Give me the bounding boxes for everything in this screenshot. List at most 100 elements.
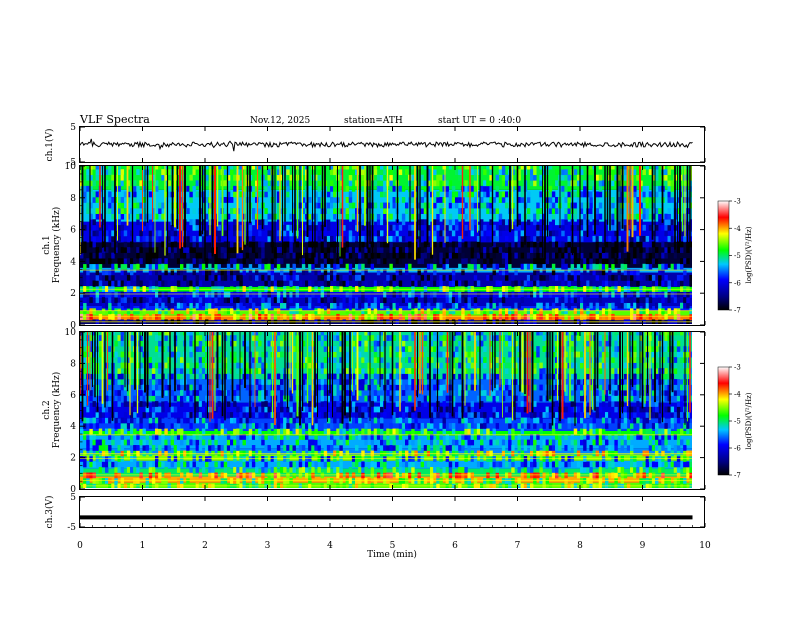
psd-cell (374, 478, 377, 484)
psd-cell (577, 280, 580, 286)
psd-cell (364, 429, 367, 435)
psd-cell (299, 308, 302, 314)
psd-cell (205, 319, 208, 325)
ch2-spectrogram (80, 330, 693, 490)
psd-cell (399, 423, 402, 429)
psd-cell (246, 346, 249, 352)
psd-cell (293, 292, 296, 298)
psd-cell (574, 253, 577, 259)
psd-cell (333, 191, 336, 197)
psd-cell (136, 275, 139, 281)
psd-cell (211, 275, 214, 281)
psd-cell (599, 264, 602, 270)
psd-cell (564, 275, 567, 281)
psd-cell (668, 308, 671, 314)
psd-cell (339, 467, 342, 473)
psd-cell (330, 258, 333, 264)
psd-cell (421, 292, 424, 298)
psd-cell (152, 484, 155, 490)
psd-cell (321, 379, 324, 385)
psd-cell (280, 352, 283, 358)
psd-cell (349, 203, 352, 209)
psd-cell (505, 314, 508, 320)
psd-cell (489, 314, 492, 320)
psd-cell (224, 219, 227, 225)
psd-cell (358, 385, 361, 391)
psd-cell (439, 242, 442, 248)
psd-cell (355, 242, 358, 248)
psd-cell (274, 314, 277, 320)
psd-cell (255, 308, 258, 314)
psd-cell (230, 412, 233, 418)
psd-cell (327, 429, 330, 435)
psd-cell (158, 418, 161, 424)
psd-cell (264, 258, 267, 264)
psd-cell (402, 423, 405, 429)
psd-cell (411, 412, 414, 418)
psd-cell (655, 180, 658, 186)
psd-cell (258, 258, 261, 264)
psd-cell (161, 203, 164, 209)
psd-cell (174, 456, 177, 462)
psd-cell (102, 467, 105, 473)
psd-cell (161, 175, 164, 181)
psd-cell (568, 280, 571, 286)
psd-cell (308, 264, 311, 270)
psd-cell (208, 297, 211, 303)
psd-cell (393, 253, 396, 259)
psd-cell (333, 440, 336, 446)
psd-cell (277, 385, 280, 391)
psd-cell (536, 253, 539, 259)
psd-cell (246, 418, 249, 424)
psd-cell (355, 407, 358, 413)
psd-cell (430, 473, 433, 479)
psd-cell (449, 253, 452, 259)
psd-cell (549, 191, 552, 197)
psd-cell (158, 346, 161, 352)
psd-cell (286, 186, 289, 192)
psd-cell (633, 314, 636, 320)
psd-cell (452, 280, 455, 286)
psd-cell (143, 236, 146, 242)
psd-cell (186, 314, 189, 320)
psd-cell (564, 197, 567, 203)
psd-cell (93, 308, 96, 314)
psd-cell (136, 319, 139, 325)
psd-cell (536, 280, 539, 286)
psd-cell (405, 440, 408, 446)
psd-cell (330, 208, 333, 214)
psd-cell (405, 169, 408, 175)
psd-cell (483, 169, 486, 175)
psd-cell (521, 242, 524, 248)
psd-cell (502, 197, 505, 203)
psd-cell (324, 445, 327, 451)
psd-cell (464, 214, 467, 220)
psd-cell (99, 429, 102, 435)
psd-cell (149, 219, 152, 225)
psd-cell (149, 484, 152, 490)
psd-cell (199, 412, 202, 418)
psd-cell (99, 314, 102, 320)
psd-cell (261, 352, 264, 358)
psd-cell (555, 242, 558, 248)
psd-cell (418, 314, 421, 320)
psd-cell (596, 219, 599, 225)
psd-cell (364, 330, 367, 336)
psd-cell (564, 264, 567, 270)
psd-cell (174, 423, 177, 429)
psd-cell (136, 253, 139, 259)
psd-cell (277, 292, 280, 298)
psd-cell (289, 236, 292, 242)
psd-cell (230, 275, 233, 281)
psd-cell (133, 401, 136, 407)
psd-cell (361, 363, 364, 369)
psd-cell (133, 429, 136, 435)
psd-cell (149, 175, 152, 181)
psd-cell (274, 258, 277, 264)
psd-cell (227, 264, 230, 270)
psd-cell (127, 440, 130, 446)
psd-cell (358, 418, 361, 424)
psd-cell (233, 303, 236, 309)
psd-cell (386, 445, 389, 451)
psd-cell (299, 429, 302, 435)
